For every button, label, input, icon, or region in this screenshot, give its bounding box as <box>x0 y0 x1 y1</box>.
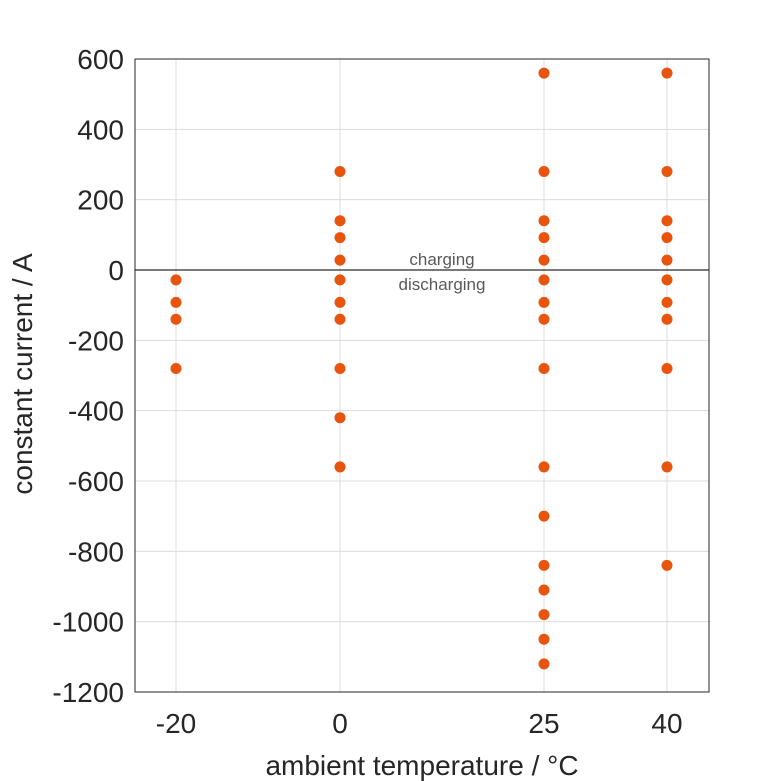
data-point <box>334 412 346 424</box>
data-point <box>661 313 673 325</box>
y-tick-label: 400 <box>77 114 124 145</box>
annotation-discharging: discharging <box>399 275 486 294</box>
y-tick-label: -1200 <box>52 677 124 708</box>
data-point <box>661 232 673 244</box>
y-tick-label: -400 <box>68 396 124 427</box>
data-point <box>334 313 346 325</box>
data-point <box>538 658 550 670</box>
data-point <box>538 461 550 473</box>
y-tick-label: 200 <box>77 185 124 216</box>
x-tick-labels: -20 0 25 40 <box>156 708 683 739</box>
data-point <box>334 461 346 473</box>
data-point <box>661 274 673 286</box>
data-point <box>661 362 673 374</box>
data-point <box>334 232 346 244</box>
y-tick-labels: 600 400 200 0 -200 -400 -600 -800 -1000 -1200 <box>52 44 124 708</box>
data-point <box>538 313 550 325</box>
x-tick-label: -20 <box>156 708 196 739</box>
data-point <box>334 166 346 178</box>
data-point <box>661 559 673 571</box>
data-point <box>538 166 550 178</box>
grid <box>135 58 709 693</box>
data-point <box>170 313 182 325</box>
data-point <box>538 559 550 571</box>
data-point <box>334 362 346 374</box>
data-point <box>538 274 550 286</box>
data-point <box>334 274 346 286</box>
y-tick-label: -200 <box>68 325 124 356</box>
data-point <box>538 232 550 244</box>
data-point <box>334 215 346 227</box>
y-axis-title: constant current / A <box>7 253 38 495</box>
data-point <box>661 296 673 308</box>
y-tick-label: -1000 <box>52 607 124 638</box>
y-tick-label: 0 <box>108 255 124 286</box>
data-point <box>661 461 673 473</box>
data-point <box>538 510 550 522</box>
y-tick-label: -600 <box>68 466 124 497</box>
data-point <box>661 254 673 266</box>
x-axis-title: ambient temperature / °C <box>265 750 578 781</box>
data-point <box>661 166 673 178</box>
data-point <box>538 633 550 645</box>
data-point <box>334 296 346 308</box>
plot-frame <box>134 58 710 693</box>
data-point <box>170 274 182 286</box>
data-point <box>170 362 182 374</box>
x-tick-label: 25 <box>528 708 559 739</box>
data-point <box>538 254 550 266</box>
y-tick-label: 600 <box>77 44 124 75</box>
data-point <box>538 296 550 308</box>
data-point <box>538 609 550 621</box>
data-point <box>538 67 550 79</box>
data-point <box>170 296 182 308</box>
data-point <box>538 584 550 596</box>
data-point <box>538 215 550 227</box>
annotation-charging: charging <box>409 250 474 269</box>
x-tick-label: 0 <box>332 708 348 739</box>
data-point <box>661 67 673 79</box>
data-points <box>170 67 673 670</box>
y-tick-label: -800 <box>68 536 124 567</box>
x-tick-label: 40 <box>651 708 682 739</box>
data-point <box>661 215 673 227</box>
data-point <box>334 254 346 266</box>
data-point <box>538 362 550 374</box>
